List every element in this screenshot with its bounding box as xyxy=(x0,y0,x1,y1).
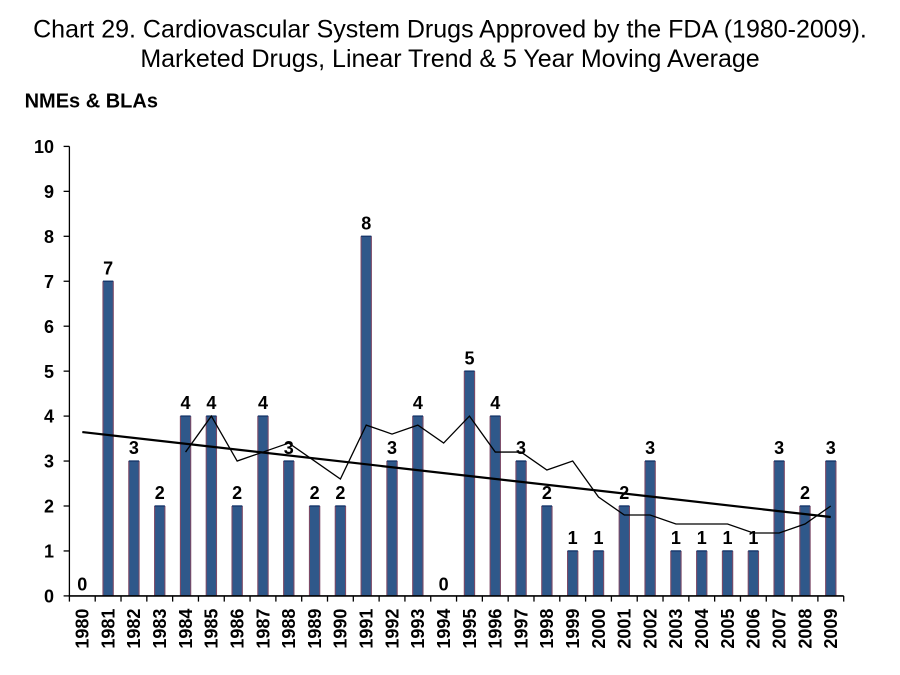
svg-text:4: 4 xyxy=(181,393,191,413)
svg-text:5: 5 xyxy=(44,362,54,382)
svg-text:2002: 2002 xyxy=(640,609,660,649)
svg-text:1982: 1982 xyxy=(124,609,144,649)
svg-text:1: 1 xyxy=(671,528,681,548)
svg-text:4: 4 xyxy=(44,407,54,427)
svg-text:1989: 1989 xyxy=(305,609,325,649)
svg-text:1: 1 xyxy=(748,528,758,548)
svg-text:4: 4 xyxy=(258,393,268,413)
svg-text:0: 0 xyxy=(44,587,54,607)
svg-text:2007: 2007 xyxy=(769,609,789,649)
svg-text:1984: 1984 xyxy=(176,609,196,649)
svg-text:5: 5 xyxy=(464,348,474,368)
svg-text:4: 4 xyxy=(413,393,423,413)
svg-text:2: 2 xyxy=(335,483,345,503)
svg-text:1: 1 xyxy=(697,528,707,548)
svg-text:3: 3 xyxy=(387,438,397,458)
svg-text:3: 3 xyxy=(645,438,655,458)
svg-text:10: 10 xyxy=(34,137,54,157)
svg-text:1991: 1991 xyxy=(357,609,377,649)
svg-text:8: 8 xyxy=(361,213,371,233)
svg-text:Chart 29. Cardiovascular Syste: Chart 29. Cardiovascular System Drugs Ap… xyxy=(33,15,867,43)
svg-text:1986: 1986 xyxy=(227,609,247,649)
svg-text:1997: 1997 xyxy=(511,609,531,649)
svg-text:1994: 1994 xyxy=(434,609,454,649)
svg-text:4: 4 xyxy=(206,393,216,413)
svg-text:3: 3 xyxy=(284,438,294,458)
svg-text:2: 2 xyxy=(619,483,629,503)
svg-text:1999: 1999 xyxy=(563,609,583,649)
svg-text:2001: 2001 xyxy=(615,609,635,649)
svg-text:2009: 2009 xyxy=(821,609,841,649)
svg-text:1992: 1992 xyxy=(382,609,402,649)
svg-text:2000: 2000 xyxy=(589,609,609,649)
svg-text:Marketed Drugs, Linear Trend &: Marketed Drugs, Linear Trend & 5 Year Mo… xyxy=(140,45,759,73)
svg-text:4: 4 xyxy=(490,393,500,413)
svg-text:2006: 2006 xyxy=(744,609,764,649)
svg-text:3: 3 xyxy=(44,452,54,472)
svg-text:1996: 1996 xyxy=(486,609,506,649)
svg-text:1995: 1995 xyxy=(460,609,480,649)
svg-text:2008: 2008 xyxy=(795,609,815,649)
svg-text:NMEs & BLAs: NMEs & BLAs xyxy=(25,91,158,113)
svg-text:1985: 1985 xyxy=(202,609,222,649)
svg-text:3: 3 xyxy=(129,438,139,458)
svg-text:3: 3 xyxy=(516,438,526,458)
svg-text:7: 7 xyxy=(44,272,54,292)
svg-text:0: 0 xyxy=(439,574,449,594)
svg-text:1: 1 xyxy=(568,528,578,548)
svg-text:1990: 1990 xyxy=(331,609,351,649)
svg-text:3: 3 xyxy=(826,438,836,458)
svg-text:3: 3 xyxy=(774,438,784,458)
svg-text:1993: 1993 xyxy=(408,609,428,649)
svg-text:1998: 1998 xyxy=(537,609,557,649)
svg-text:8: 8 xyxy=(44,227,54,247)
svg-text:2: 2 xyxy=(155,483,165,503)
svg-text:2004: 2004 xyxy=(692,609,712,649)
svg-text:1981: 1981 xyxy=(98,609,118,649)
svg-text:1988: 1988 xyxy=(279,609,299,649)
svg-text:2: 2 xyxy=(310,483,320,503)
svg-text:7: 7 xyxy=(103,258,113,278)
svg-text:2005: 2005 xyxy=(718,609,738,649)
svg-text:2003: 2003 xyxy=(666,609,686,649)
svg-text:6: 6 xyxy=(44,317,54,337)
svg-text:1: 1 xyxy=(44,542,54,562)
svg-text:2: 2 xyxy=(232,483,242,503)
svg-text:1: 1 xyxy=(723,528,733,548)
svg-text:1980: 1980 xyxy=(73,609,93,649)
svg-text:0: 0 xyxy=(77,574,87,594)
svg-text:1: 1 xyxy=(593,528,603,548)
svg-text:1983: 1983 xyxy=(150,609,170,649)
svg-text:1987: 1987 xyxy=(253,609,273,649)
svg-text:2: 2 xyxy=(800,483,810,503)
svg-text:2: 2 xyxy=(542,483,552,503)
svg-text:2: 2 xyxy=(44,497,54,517)
svg-text:9: 9 xyxy=(44,182,54,202)
